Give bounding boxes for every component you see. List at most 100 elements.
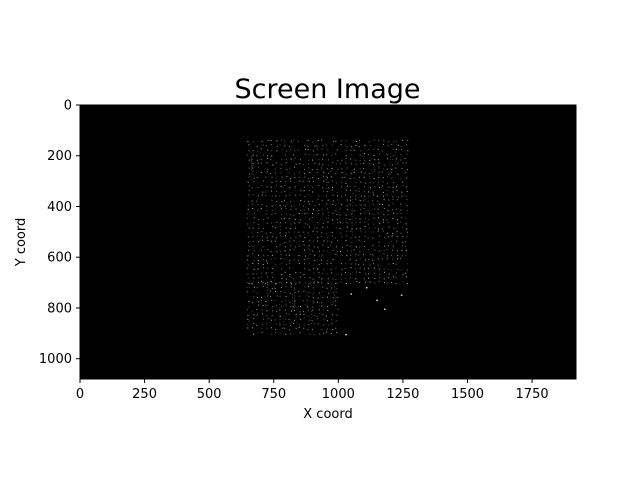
data-point (247, 291, 248, 292)
data-point (266, 206, 267, 207)
data-point (337, 283, 338, 284)
data-point (326, 203, 327, 204)
data-point (331, 155, 332, 156)
data-point (346, 174, 347, 175)
data-point (373, 263, 374, 264)
data-point (396, 264, 397, 265)
data-point (337, 222, 338, 223)
data-point (261, 276, 262, 277)
data-point (322, 145, 323, 146)
data-point (281, 291, 282, 292)
data-point (350, 178, 351, 179)
data-point (322, 159, 323, 160)
data-point (254, 178, 255, 179)
data-point (322, 273, 323, 274)
data-point (355, 160, 356, 161)
data-point (272, 177, 273, 178)
data-point (356, 222, 357, 223)
data-point (368, 273, 369, 274)
data-point (335, 283, 336, 284)
data-point (300, 194, 301, 195)
data-point (267, 268, 268, 269)
data-point (252, 187, 253, 188)
data-point (335, 328, 336, 329)
data-point (290, 293, 291, 294)
data-point (397, 258, 398, 259)
data-point (312, 329, 313, 330)
data-point (321, 302, 322, 303)
data-point (248, 209, 249, 210)
data-point (262, 185, 263, 186)
data-point (262, 195, 263, 196)
data-point (397, 190, 398, 191)
data-point (293, 323, 294, 324)
data-point (309, 292, 310, 293)
data-point (369, 176, 370, 177)
data-point (314, 292, 315, 293)
data-point (321, 306, 322, 307)
data-point (312, 187, 313, 188)
data-point (333, 279, 334, 280)
data-point (400, 210, 401, 211)
data-point (277, 140, 278, 141)
data-point (405, 158, 406, 159)
data-point (364, 177, 365, 178)
data-point (327, 297, 328, 298)
data-point (271, 156, 272, 157)
data-point (254, 250, 255, 251)
data-point (276, 237, 277, 238)
data-point (314, 315, 315, 316)
data-point (397, 269, 398, 270)
data-point (373, 224, 374, 225)
data-point (364, 278, 365, 279)
data-point (281, 214, 282, 215)
data-point (314, 227, 315, 228)
data-point (335, 237, 336, 238)
data-point (263, 319, 264, 320)
data-point (336, 315, 337, 316)
data-point (252, 283, 253, 284)
data-point (321, 140, 322, 141)
sparse-point (366, 287, 368, 289)
data-point (331, 168, 332, 169)
data-point (384, 268, 385, 269)
data-point (355, 218, 356, 219)
data-point (281, 164, 282, 165)
data-point (258, 305, 259, 306)
data-point (309, 245, 310, 246)
data-point (279, 195, 280, 196)
data-point (291, 311, 292, 312)
data-point (266, 162, 267, 163)
data-point (261, 297, 262, 298)
data-point (312, 251, 313, 252)
data-point (342, 160, 343, 161)
data-point (332, 162, 333, 163)
data-point (253, 291, 254, 292)
data-point (402, 140, 403, 141)
data-point (304, 263, 305, 264)
data-point (248, 277, 249, 278)
data-point (309, 190, 310, 191)
x-tick-label: 250 (132, 387, 157, 402)
data-point (374, 178, 375, 179)
data-point (340, 215, 341, 216)
data-point (322, 213, 323, 214)
data-point (393, 187, 394, 188)
data-point (285, 286, 286, 287)
data-point (286, 233, 287, 234)
data-point (351, 242, 352, 243)
data-point (346, 183, 347, 184)
data-point (289, 187, 290, 188)
data-point (324, 240, 325, 241)
data-point (309, 219, 310, 220)
data-point (368, 249, 369, 250)
data-point (312, 169, 313, 170)
data-point (304, 210, 305, 211)
data-point (308, 324, 309, 325)
data-point (258, 301, 259, 302)
data-point (295, 186, 296, 187)
data-point (322, 209, 323, 210)
sparse-point (345, 334, 347, 336)
data-point (252, 302, 253, 303)
data-point (379, 204, 380, 205)
